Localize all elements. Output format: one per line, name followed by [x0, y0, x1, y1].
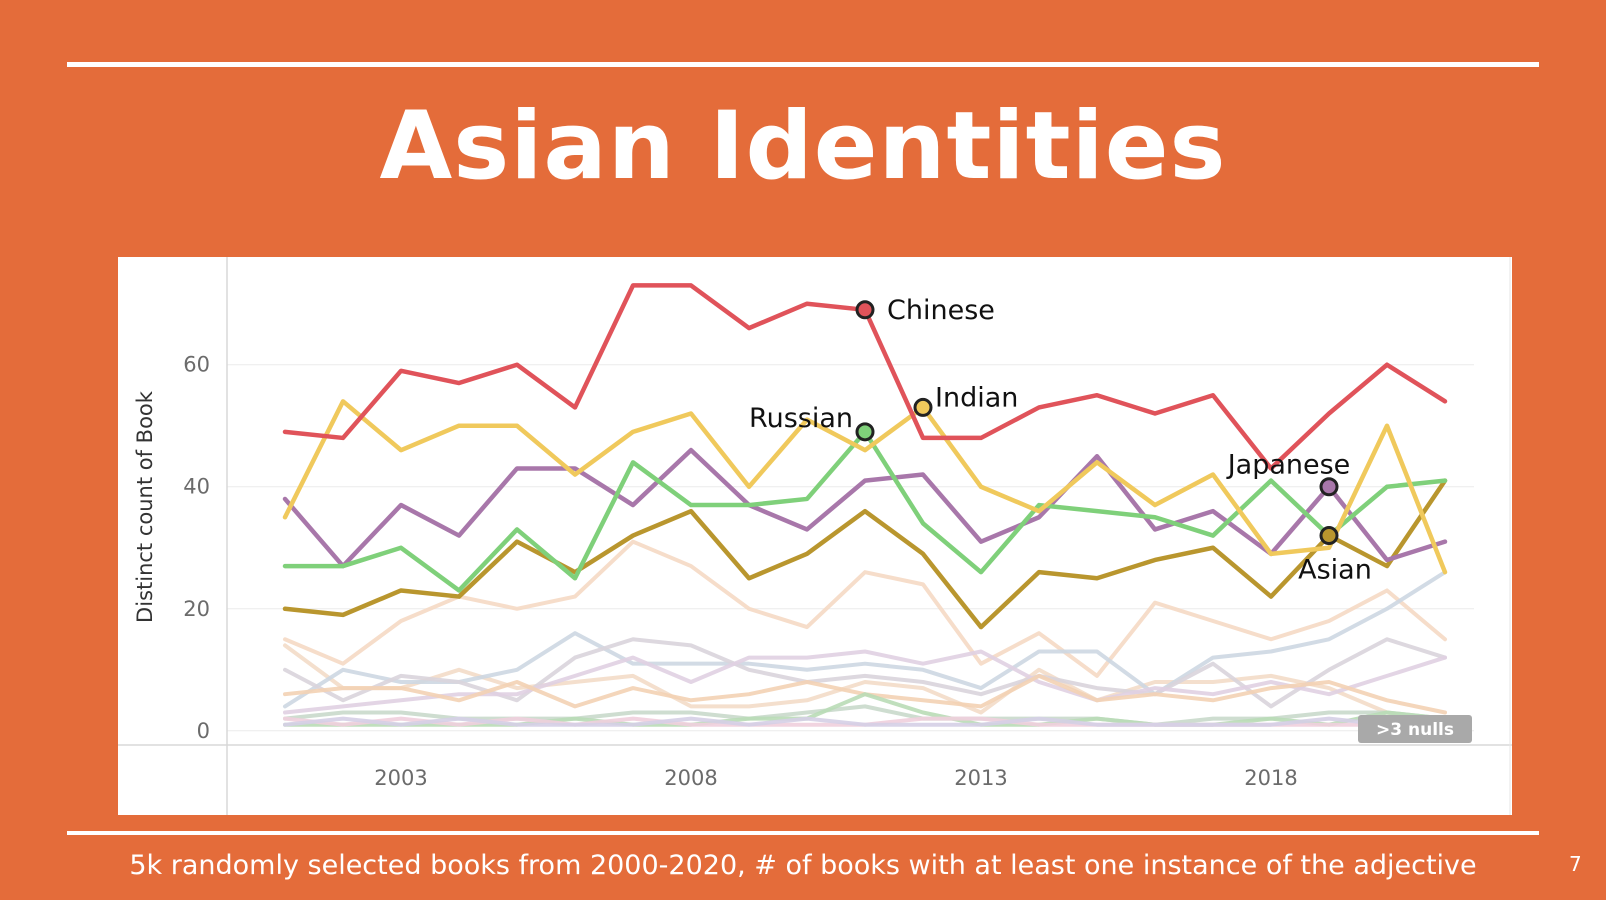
marker-japanese: [1319, 477, 1339, 497]
series-line-background: [283, 643, 1447, 727]
slide-title: Asian Identities: [379, 92, 1227, 201]
bottom-rule: [67, 831, 1539, 835]
annotation-japanese: Japanese: [1226, 450, 1351, 481]
series-line-background: [283, 539, 1447, 678]
annotation-labels: Chinese Indian Russian Japanese Asian: [749, 295, 1372, 586]
top-rule: [67, 62, 1539, 67]
footer-caption: 5k randomly selected books from 2000-202…: [129, 850, 1477, 881]
background-series: [283, 539, 1447, 727]
nulls-badge-label: >3 nulls: [1376, 720, 1454, 740]
axes: 0 20 40 60 2003 2008 2013 2018: [118, 257, 1512, 815]
annotation-asian: Asian: [1298, 555, 1372, 586]
series-line-background: [283, 716, 1447, 727]
annotation-russian: Russian: [749, 403, 853, 434]
nulls-badge: >3 nulls: [1358, 715, 1472, 743]
series-line-indian: [282, 399, 1448, 575]
annotation-indian: Indian: [935, 382, 1018, 413]
marker-indian: [913, 397, 933, 417]
x-tick-label: 2018: [1244, 766, 1297, 790]
marker-asian: [1319, 526, 1339, 546]
series-line-japanese: [282, 447, 1448, 569]
x-tick-label: 2013: [954, 766, 1007, 790]
y-tick-label: 60: [183, 353, 210, 377]
x-tick-label: 2003: [374, 766, 427, 790]
series-line-background: [283, 704, 1447, 727]
chart-panel: 0 20 40 60 2003 2008 2013 2018 Chinese Indian Rus…: [118, 257, 1512, 815]
marker-russian: [855, 422, 875, 442]
series-line-asian: [282, 478, 1448, 630]
y-tick-label: 0: [197, 719, 210, 743]
annotation-chinese: Chinese: [887, 295, 995, 326]
y-tick-label: 40: [183, 475, 210, 499]
x-tick-label: 2008: [664, 766, 717, 790]
series-line-background: [283, 570, 1447, 709]
y-tick-label: 20: [183, 597, 210, 621]
series-markers: [855, 300, 1339, 546]
y-axis-label: Distinct count of Book: [133, 390, 157, 623]
marker-chinese: [855, 300, 875, 320]
line-chart: 0 20 40 60 2003 2008 2013 2018 Chinese Indian Rus…: [118, 257, 1512, 815]
series-line-background: [283, 692, 1447, 727]
page-number: 7: [1569, 852, 1582, 876]
nulls-badge-bg: [1358, 715, 1472, 743]
